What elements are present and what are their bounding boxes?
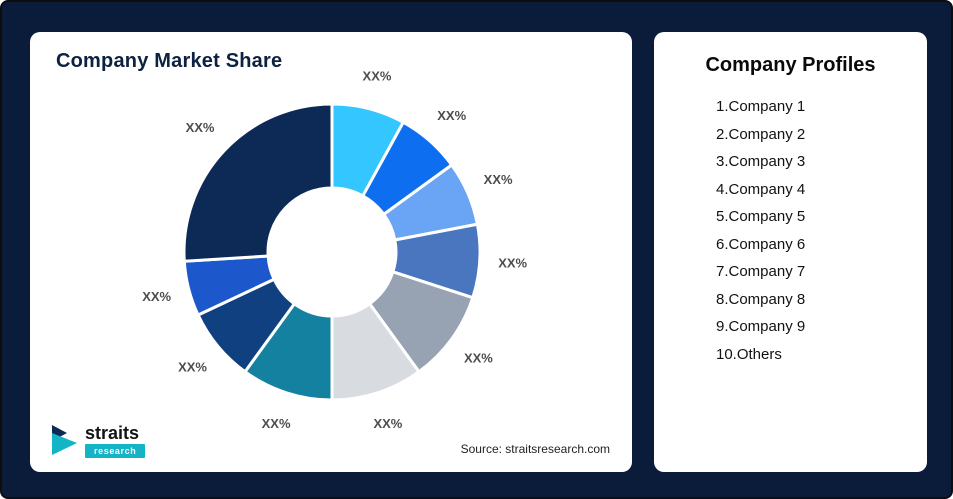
source-note: Source: straitsresearch.com — [460, 442, 610, 456]
slice-label: XX% — [363, 69, 392, 84]
donut-chart: XX% XX% XX% XX% XX% XX% XX% XX% XX% XX% — [142, 69, 527, 431]
profile-item: 5.Company 5 — [716, 208, 806, 225]
straits-logo-icon — [52, 425, 77, 455]
donut-slice-10 — [182, 102, 334, 263]
profile-item: 10.Others — [716, 345, 782, 363]
slice-label: XX% — [464, 350, 493, 365]
profile-item: 1.Company 1 — [716, 98, 806, 115]
chart-title: Company Market Share — [56, 50, 283, 72]
slice-label: XX% — [186, 120, 215, 135]
logo-subtitle: research — [85, 444, 146, 458]
profile-item: 2.Company 2 — [716, 125, 806, 143]
slice-label: XX% — [262, 416, 291, 431]
slice-label: XX% — [484, 172, 513, 187]
profile-item: 9.Company 9 — [716, 318, 806, 335]
logo-name: straits — [85, 423, 140, 443]
slice-label: XX% — [498, 255, 527, 270]
profiles-list: 1.Company 1 2.Company 2 3.Company 3 4.Compa… — [654, 93, 927, 368]
slice-label: XX% — [437, 108, 466, 123]
profile-item: 7.Company 7 — [716, 263, 806, 280]
profile-item: 4.Company 4 — [716, 180, 806, 198]
straits-logo: straits research — [50, 423, 146, 458]
profiles-title: Company Profiles — [705, 54, 876, 76]
profile-item: 8.Company 8 — [716, 290, 806, 308]
slice-label: XX% — [178, 359, 207, 374]
profile-item: 6.Company 6 — [716, 235, 806, 253]
market-share-card: Company Market Share XX% XX% XX% XX% XX% XX% X… — [30, 32, 632, 472]
slice-label: XX% — [373, 416, 402, 431]
company-profiles-card: Company Profiles 1.Company 1 2.Company 2 3… — [654, 32, 927, 472]
straits-logo-text: straits research — [85, 423, 146, 458]
profile-item: 3.Company 3 — [716, 153, 806, 170]
slice-label: XX% — [142, 289, 171, 304]
